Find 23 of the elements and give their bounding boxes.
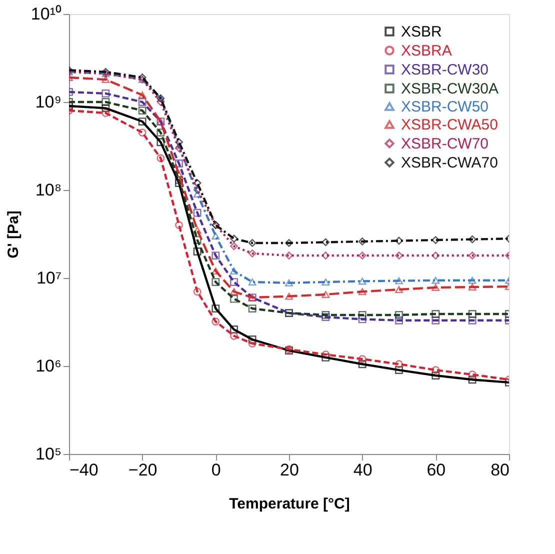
- legend-label: XSBR-CW70: [401, 136, 489, 152]
- legend-label: XSBR-CW30: [401, 62, 489, 78]
- legend-label: XSBR-CW50: [401, 98, 489, 116]
- x-tick-label: −20: [128, 460, 158, 480]
- x-tick-label: 20: [280, 460, 299, 480]
- y-tick-label: 10⁹: [35, 92, 62, 112]
- x-tick-label: 80: [490, 460, 510, 480]
- y-axis-title: G' [Pa]: [4, 210, 22, 258]
- y-tick-label: 10⁶: [36, 356, 62, 376]
- legend-label: XSBR-CWA50: [401, 116, 498, 134]
- y-tick-label: 10⁸: [35, 180, 62, 200]
- y-tick-label: 10⁵: [36, 444, 62, 464]
- legend-label: XSBRA: [401, 42, 452, 60]
- x-axis-title: Temperature [°C]: [229, 496, 350, 512]
- legend-label: XSBR-CW30A: [401, 80, 499, 98]
- legend-label: XSBR: [401, 24, 442, 40]
- x-tick-label: 40: [353, 460, 372, 480]
- y-tick-label: 10¹⁰: [30, 4, 62, 24]
- legend-label: XSBR-CWA70: [401, 154, 498, 172]
- x-tick-label: 0: [211, 460, 221, 480]
- y-tick-label: 10⁷: [36, 268, 62, 288]
- x-tick-label: 60: [426, 460, 446, 480]
- x-tick-label: −40: [70, 460, 98, 480]
